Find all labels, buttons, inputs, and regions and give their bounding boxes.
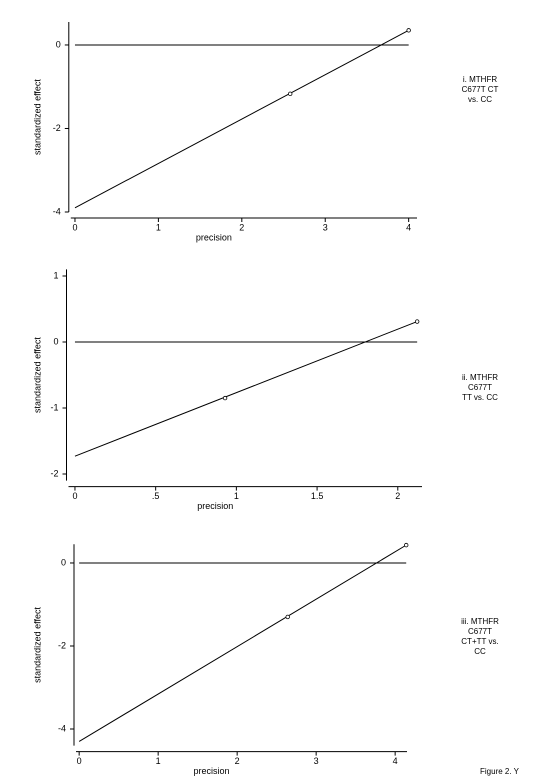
fit-line [74,321,418,457]
x-tick-label: 4 [406,222,411,232]
panel-label: CC [474,647,486,656]
y-axis-title: standardized effect [32,79,42,155]
fit-line [78,544,407,742]
x-tick-label: 1 [156,756,161,766]
x-tick-label: .5 [152,491,160,501]
panel-label: i. MTHFR [463,75,497,84]
x-tick-label: 0 [72,222,77,232]
x-tick-label: 2 [239,222,244,232]
y-axis-title: standardized effect [32,337,42,413]
figure-label: Figure 2. Y [480,767,520,776]
fit-line [74,29,409,209]
panel-label: vs. CC [468,95,492,104]
point [287,91,293,97]
x-tick-label: 4 [393,756,398,766]
x-axis-title: precision [196,232,232,242]
x-tick-label: 3 [323,222,328,232]
x-tick-label: 1 [234,491,239,501]
panel-label: TT vs. CC [462,393,498,402]
x-axis-title: precision [193,766,229,776]
y-tick-label: 0 [53,336,58,346]
point [406,28,411,33]
x-tick-label: 0 [77,756,82,766]
point [414,319,420,324]
x-tick-label: 2 [395,491,400,501]
y-tick-label: 0 [61,557,66,567]
point [285,614,290,620]
panel-label: iii. MTHFR [461,617,499,626]
point [404,542,409,548]
y-tick-label: -2 [53,123,61,133]
y-tick-label: 1 [53,270,58,280]
y-tick-label: -4 [58,723,66,733]
x-tick-label: 0 [72,491,77,501]
x-axis-title: precision [197,501,233,511]
y-tick-label: -1 [50,402,58,412]
y-axis-title: standardized effect [32,607,42,683]
x-tick-label: 3 [314,756,319,766]
y-tick-label: -4 [53,206,61,216]
panel-label: ii. MTHFR [462,373,498,382]
panel-label: C677T [468,383,492,392]
point [222,395,228,401]
panel-label: C677T CT [462,85,499,94]
y-tick-label: -2 [50,468,58,478]
x-tick-label: 2 [235,756,240,766]
panel-label: C677T [468,627,492,636]
x-tick-label: 1.5 [311,491,324,501]
panel-label: CT+TT vs. [461,637,498,646]
x-tick-label: 1 [156,222,161,232]
y-tick-label: 0 [56,39,61,49]
y-tick-label: -2 [58,640,66,650]
